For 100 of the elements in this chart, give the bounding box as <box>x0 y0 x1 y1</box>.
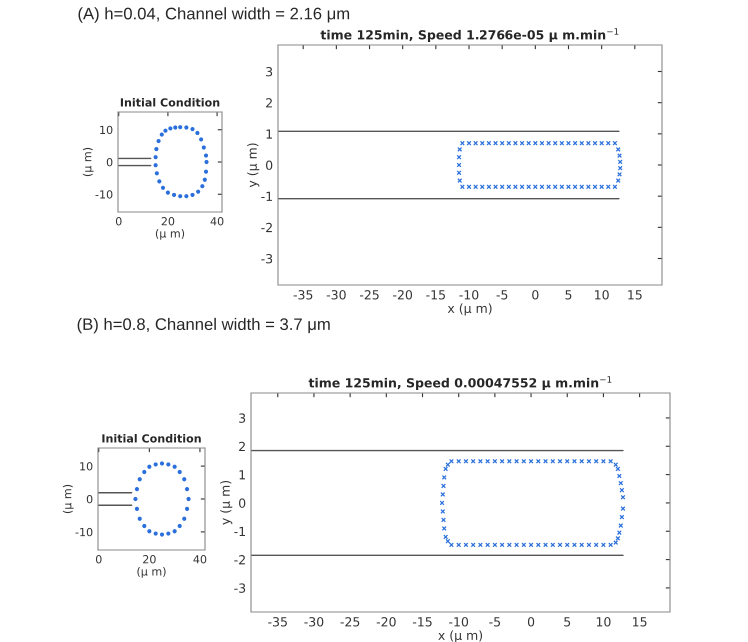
point <box>138 516 142 521</box>
y-tick-label: 2 <box>266 98 272 108</box>
point <box>138 477 142 482</box>
x-tick-label: 10 <box>595 290 609 300</box>
point <box>202 145 206 150</box>
y-tick-label: -1 <box>234 526 245 536</box>
point <box>142 524 146 528</box>
point <box>160 461 164 466</box>
x-axis-title: (μ m) <box>156 229 184 240</box>
y-tick-label: 0 <box>86 494 92 504</box>
y-axis-title: (μ m) <box>82 148 94 176</box>
point <box>154 163 158 168</box>
point <box>199 137 204 142</box>
point <box>172 192 176 197</box>
x-tick-label: 15 <box>628 290 642 300</box>
point <box>154 531 158 536</box>
x-tick-label: -5 <box>489 617 500 627</box>
x-tick-label: -25 <box>340 617 360 627</box>
point <box>154 171 159 176</box>
y-tick-label: -10 <box>76 528 92 536</box>
x-tick-label: -10 <box>449 617 468 627</box>
y-tick-label: -3 <box>261 254 272 264</box>
text: (A) h=0.04, Channel width = 2.16 μm <box>78 7 350 23</box>
point <box>168 126 172 131</box>
point <box>156 138 161 144</box>
point <box>456 162 462 168</box>
x-tick-label: 5 <box>565 290 572 300</box>
point <box>173 125 178 130</box>
x-tick-label: 0 <box>532 290 538 300</box>
point <box>142 470 146 474</box>
x-tick-label: 15 <box>633 617 646 627</box>
point <box>195 130 200 136</box>
point <box>147 464 152 469</box>
point <box>172 529 177 534</box>
y-axis-title: (μ m) <box>62 484 74 514</box>
point <box>457 146 462 152</box>
y-tick-label: -10 <box>96 190 112 199</box>
point <box>178 125 182 130</box>
point <box>617 153 622 158</box>
y-tick-label: 10 <box>100 126 112 134</box>
y-axis-title: y (μ m) <box>220 480 232 525</box>
x-tick-label: -25 <box>360 290 379 300</box>
y-tick-label: 10 <box>80 462 92 470</box>
point <box>160 532 164 537</box>
x-axis-title: x (μ m) <box>438 630 482 642</box>
y-tick-label: -2 <box>234 555 245 564</box>
point <box>157 179 162 184</box>
x-tick-label: -35 <box>268 617 287 627</box>
x-tick-label: -20 <box>393 290 412 300</box>
point <box>200 184 204 188</box>
point <box>166 462 170 467</box>
y-tick-label: 3 <box>266 66 272 76</box>
x-tick-label: 40 <box>210 217 224 226</box>
x-tick-label: 0 <box>116 217 122 226</box>
point <box>190 192 195 197</box>
x-tick-label: -30 <box>326 290 346 300</box>
x-tick-label: -30 <box>304 617 324 627</box>
y-tick-label: 1 <box>240 470 245 480</box>
point <box>204 153 208 158</box>
x-tick-label: 20 <box>162 217 174 226</box>
point <box>184 487 190 492</box>
point <box>616 146 621 152</box>
point <box>186 496 191 502</box>
point <box>616 178 621 184</box>
point <box>204 160 209 164</box>
point <box>166 190 170 195</box>
point <box>184 125 188 130</box>
point <box>456 170 462 176</box>
x-tick-label: -10 <box>459 290 478 300</box>
point <box>147 529 152 534</box>
y-axis-title: y (μ m) <box>247 143 260 188</box>
x-axis-title: x (μ m) <box>448 303 492 316</box>
point <box>178 524 182 528</box>
y-tick-label: -3 <box>234 583 246 593</box>
x-tick-label: 40 <box>193 555 206 564</box>
point <box>154 155 158 160</box>
y-tick-label: 0 <box>266 160 272 170</box>
chart-title: Initial Condition <box>102 434 201 443</box>
point <box>163 128 168 133</box>
point <box>178 194 182 198</box>
point <box>618 159 623 164</box>
point <box>184 194 188 198</box>
point <box>154 147 158 152</box>
point <box>178 470 182 474</box>
y-tick-label: -1 <box>261 192 272 201</box>
x-tick-label: 5 <box>564 617 570 627</box>
point <box>134 506 140 511</box>
point <box>457 178 462 184</box>
x-tick-label: -35 <box>294 290 312 300</box>
x-tick-label: 10 <box>596 617 611 627</box>
point <box>160 132 164 137</box>
x-tick-label: 20 <box>143 555 156 564</box>
y-tick-label: 0 <box>106 158 112 166</box>
chart-title: time 125min, Speed 1.2766e-05 μ m.min$^{−1}$ <box>320 28 618 42</box>
chart-title: time 125min, Speed 0.00047552 μ m.min$^{−1}$ <box>308 376 612 390</box>
x-tick-label: -15 <box>426 290 445 300</box>
y-tick-label: -2 <box>261 222 272 232</box>
point <box>134 487 140 492</box>
point <box>184 506 190 511</box>
y-tick-label: 3 <box>239 413 246 423</box>
